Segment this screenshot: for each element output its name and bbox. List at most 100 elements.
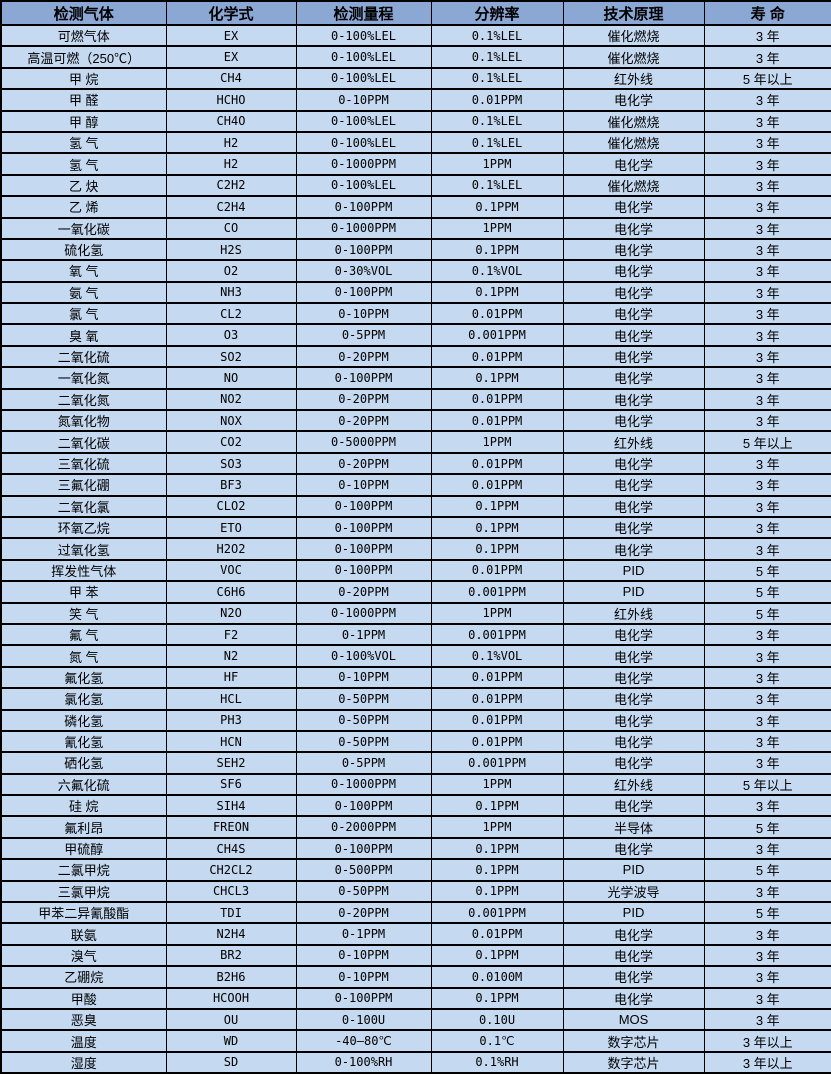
table-row: 六氟化硫 SF6 0-1000PPM 1PPM 红外线 5 年以上 [0, 772, 831, 797]
column-header-2: 检测量程 [295, 0, 432, 26]
resolution-cell: 0.0100M [430, 965, 564, 989]
lifespan-cell: 5 年 [703, 580, 831, 604]
gas-name-cell: 甲苯二异氰酸酯 [0, 900, 167, 925]
range-cell: 0-100%LEL [295, 109, 432, 133]
table-row: 三氧化硫 SO3 0-20PPM 0.01PPM 电化学 3 年 [0, 451, 831, 476]
resolution-cell: 0.1PPM [430, 494, 564, 519]
resolution-cell: 0.1PPM [430, 943, 564, 968]
formula-cell: PH3 [165, 708, 297, 732]
resolution-cell: 0.01PPM [430, 729, 564, 754]
range-cell: 0-1000PPM [295, 601, 432, 625]
gas-name-cell: 氮 气 [0, 644, 167, 668]
formula-cell: SO3 [165, 451, 297, 476]
resolution-cell: 0.01PPM [430, 558, 564, 583]
column-header-3: 分辨率 [430, 0, 564, 26]
table-row: 氰化氢 HCN 0-50PPM 0.01PPM 电化学 3 年 [0, 729, 831, 754]
range-cell: 0-20PPM [295, 409, 432, 433]
gas-name-cell: 一氧化氮 [0, 366, 167, 390]
range-cell: 0-100PPM [295, 280, 432, 305]
lifespan-cell: 3 年 [703, 130, 831, 155]
lifespan-cell: 5 年 [703, 858, 831, 882]
range-cell: 0-50PPM [295, 879, 432, 904]
formula-cell: NO2 [165, 387, 297, 412]
lifespan-cell: 3 年 [703, 943, 831, 968]
table-row: 高温可燃（250℃） EX 0-100%LEL 0.1%LEL 催化燃烧 3 年 [0, 45, 831, 69]
lifespan-cell: 3 年 [703, 473, 831, 497]
range-cell: 0-500PPM [295, 858, 432, 882]
formula-cell: CH4O [165, 109, 297, 133]
table-row: 磷化氢 PH3 0-50PPM 0.01PPM 电化学 3 年 [0, 708, 831, 732]
table-row: 氢 气 H2 0-1000PPM 1PPM 电化学 3 年 [0, 152, 831, 176]
resolution-cell: 0.1PPM [430, 537, 564, 561]
table-row: 甲酸 HCOOH 0-100PPM 0.1PPM 电化学 3 年 [0, 986, 831, 1010]
gas-name-cell: 氯 气 [0, 302, 167, 326]
principle-cell: 电化学 [562, 729, 705, 754]
gas-name-cell: 氰化氢 [0, 729, 167, 754]
gas-name-cell: 溴气 [0, 943, 167, 968]
resolution-cell: 0.1%VOL [430, 259, 564, 283]
principle-cell: 电化学 [562, 986, 705, 1010]
gas-name-cell: 硒化氢 [0, 751, 167, 775]
table-row: 乙硼烷 B2H6 0-10PPM 0.0100M 电化学 3 年 [0, 965, 831, 989]
table-row: 甲 醛 HCHO 0-10PPM 0.01PPM 电化学 3 年 [0, 88, 831, 112]
gas-name-cell: 环氧乙烷 [0, 515, 167, 540]
resolution-cell: 0.001PPM [430, 751, 564, 775]
table-row: 甲硫醇 CH4S 0-100PPM 0.1PPM 电化学 3 年 [0, 836, 831, 861]
lifespan-cell: 5 年 [703, 601, 831, 625]
lifespan-cell: 3 年 [703, 537, 831, 561]
lifespan-cell: 3 年 [703, 88, 831, 112]
gas-name-cell: 磷化氢 [0, 708, 167, 732]
principle-cell: 电化学 [562, 836, 705, 861]
gas-name-cell: 一氧化碳 [0, 216, 167, 240]
resolution-cell: 0.1PPM [430, 879, 564, 904]
range-cell: 0-20PPM [295, 344, 432, 369]
column-header-0: 检测气体 [0, 0, 167, 26]
range-cell: 0-1000PPM [295, 152, 432, 176]
resolution-cell: 0.01PPM [430, 409, 564, 433]
resolution-cell: 0.01PPM [430, 451, 564, 476]
formula-cell: N2 [165, 644, 297, 668]
formula-cell: CH4S [165, 836, 297, 861]
range-cell: 0-100PPM [295, 366, 432, 390]
lifespan-cell: 3 年 [703, 665, 831, 690]
gas-name-cell: 二氧化碳 [0, 430, 167, 454]
gas-name-cell: 过氧化氢 [0, 537, 167, 561]
range-cell: 0-5PPM [295, 751, 432, 775]
range-cell: 0-100PPM [295, 515, 432, 540]
principle-cell: 电化学 [562, 451, 705, 476]
range-cell: 0-10PPM [295, 965, 432, 989]
principle-cell: 电化学 [562, 622, 705, 647]
principle-cell: 数字芯片 [562, 1029, 705, 1053]
resolution-cell: 0.001PPM [430, 622, 564, 647]
lifespan-cell: 3 年 [703, 344, 831, 369]
principle-cell: PID [562, 858, 705, 882]
range-cell: 0-50PPM [295, 687, 432, 711]
table-row: 湿度 SD 0-100%RH 0.1%RH 数字芯片 3 年以上 [0, 1050, 831, 1075]
formula-cell: CL2 [165, 302, 297, 326]
resolution-cell: 0.01PPM [430, 344, 564, 369]
formula-cell: H2 [165, 152, 297, 176]
table-row: 笑 气 N2O 0-1000PPM 1PPM 红外线 5 年 [0, 601, 831, 625]
principle-cell: 红外线 [562, 66, 705, 91]
principle-cell: 电化学 [562, 323, 705, 347]
formula-cell: HCN [165, 729, 297, 754]
lifespan-cell: 3 年 [703, 280, 831, 305]
table-row: 氮 气 N2 0-100%VOL 0.1%VOL 电化学 3 年 [0, 644, 831, 668]
lifespan-cell: 3 年 [703, 366, 831, 390]
formula-cell: B2H6 [165, 965, 297, 989]
formula-cell: BF3 [165, 473, 297, 497]
table-row: 温度 WD -40—80℃ 0.1℃ 数字芯片 3 年以上 [0, 1029, 831, 1053]
principle-cell: 电化学 [562, 409, 705, 433]
gas-name-cell: 乙硼烷 [0, 965, 167, 989]
principle-cell: 电化学 [562, 195, 705, 219]
gas-name-cell: 甲 烷 [0, 66, 167, 91]
lifespan-cell: 3 年 [703, 965, 831, 989]
resolution-cell: 0.1%LEL [430, 66, 564, 91]
table-row: 二氯甲烷 CH2CL2 0-500PPM 0.1PPM PID 5 年 [0, 858, 831, 882]
resolution-cell: 0.001PPM [430, 580, 564, 604]
resolution-cell: 0.01PPM [430, 665, 564, 690]
lifespan-cell: 3 年 [703, 23, 831, 48]
principle-cell: PID [562, 558, 705, 583]
range-cell: 0-20PPM [295, 900, 432, 925]
resolution-cell: 0.1PPM [430, 858, 564, 882]
